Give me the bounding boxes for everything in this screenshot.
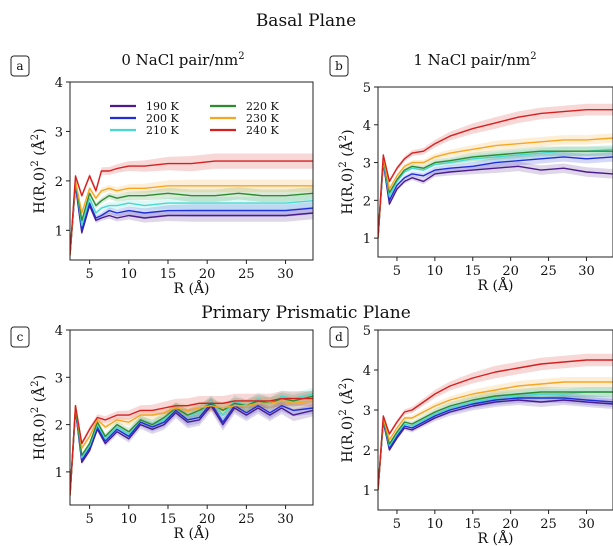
panel-d-ytick-label-4: 4	[363, 364, 371, 379]
panel-d-ytick-label-5: 5	[363, 324, 371, 339]
panel-c-ytick-label-2: 2	[55, 419, 63, 434]
legend-label-210-k: 210 K	[146, 124, 179, 137]
panel-b-xtick-label-30: 30	[578, 264, 595, 279]
panel-b-xlabel: R (Å)	[477, 276, 513, 294]
panel-b-xtick-label-10: 10	[427, 264, 444, 279]
panel-b-ylabel: H(R,0)2 (Å2)	[338, 129, 356, 214]
panel-b-ylabel-part: (Å	[338, 140, 356, 161]
panel-a-ytick-label-4: 4	[55, 76, 63, 91]
panel-a-xtick-label-15: 15	[160, 267, 177, 282]
panel-a-ylabel-part: H(R,0)	[32, 167, 48, 214]
panel-d-ytick-label-3: 3	[363, 404, 371, 419]
panel-c-ylabel: H(R,0)2 (Å2)	[30, 375, 48, 460]
panel-d-ytick-label-1: 1	[363, 484, 371, 499]
panel-b-xtick-label-5: 5	[393, 264, 401, 279]
panel-c: c 5 10 15 20 25 30 1 2 3 4 R (Å) H(R,0)2 (Å2)	[11, 324, 313, 542]
panel-b-ytick-label-4: 4	[363, 119, 371, 134]
panel-a-ytick-label-1: 1	[55, 224, 63, 239]
panel-d-xtick-label-5: 5	[393, 517, 401, 532]
panel-b-xtick-label-20: 20	[502, 264, 519, 279]
panel-a-plot-area	[70, 154, 313, 258]
panel-d-xtick-label-15: 15	[464, 517, 481, 532]
panel-c-ytick-label-1: 1	[55, 466, 63, 481]
panel-a-xtick-label-5: 5	[85, 267, 93, 282]
panel-b-ylabel-part: H(R,0)	[340, 168, 356, 215]
panel-d-ylabel-part: )	[340, 377, 356, 382]
panel-a-xtick-label-25: 25	[238, 267, 255, 282]
section-title-basal: Basal Plane	[256, 11, 356, 31]
panel-a-ylabel-part: (Å	[30, 139, 48, 160]
panel-d-ylabel: H(R,0)2 (Å2)	[338, 377, 356, 462]
panel-d-xtick-label-25: 25	[540, 517, 557, 532]
panel-b-ytick-label-5: 5	[363, 81, 371, 96]
panel-d-ylabel-part: H(R,0)	[340, 416, 356, 463]
panel-b-title: 1 NaCl pair/nm2	[413, 51, 536, 69]
panel-b-ytick-label-1: 1	[363, 232, 371, 247]
panel-c-ytick-label-3: 3	[55, 371, 63, 386]
panel-d-plot-area	[378, 354, 613, 492]
panel-b-ylabel-part: )	[340, 129, 356, 134]
panel-c-xtick-label-15: 15	[160, 512, 177, 527]
panel-c-ylabel-part: H(R,0)	[32, 413, 48, 460]
panel-c-ylabel-part: )	[32, 375, 48, 380]
panel-a-letter: a	[16, 59, 23, 73]
panel-d-letter: d	[335, 330, 343, 344]
panel-b-ytick-label-2: 2	[363, 194, 371, 209]
panel-d-ytick-label-2: 2	[363, 444, 371, 459]
panel-c-ylabel-part: (Å	[30, 386, 48, 407]
panel-a-xlabel: R (Å)	[173, 279, 209, 297]
panel-a: 0 NaCl pair/nm2 a 5 10 15 20 25 30 1 2 3 4 R (Å) H(R…	[11, 51, 313, 297]
panel-b-ytick-label-3: 3	[363, 157, 371, 172]
panel-d-xlabel: R (Å)	[477, 529, 513, 546]
panel-c-plot-area	[70, 388, 313, 498]
panel-d-xtick-label-10: 10	[427, 517, 444, 532]
panel-a-ylabel: H(R,0)2 (Å2)	[30, 128, 48, 213]
panel-b: 1 NaCl pair/nm2 b 5 10 15 20 25 30 1 2 3 4 5 R (Å) H(…	[330, 51, 613, 294]
panel-d-series-190-k	[378, 400, 613, 490]
panel-c-xtick-label-20: 20	[199, 512, 216, 527]
panel-a-xtick-label-30: 30	[277, 267, 294, 282]
panel-a-xtick-label-10: 10	[121, 267, 138, 282]
panel-d-xtick-label-20: 20	[502, 517, 519, 532]
panel-c-xtick-label-30: 30	[277, 512, 294, 527]
panel-c-xtick-label-25: 25	[238, 512, 255, 527]
section-title-prismatic: Primary Prismatic Plane	[201, 303, 411, 323]
panel-b-letter: b	[335, 59, 343, 73]
panel-d-ylabel-part: (Å	[338, 388, 356, 409]
panel-b-title-superscript: 2	[530, 51, 536, 62]
panel-d-xtick-label-30: 30	[578, 517, 595, 532]
panel-d: d 5 10 15 20 25 30 1 2 3 4 5 R (Å) H(R,0)2 (Å2)	[330, 324, 613, 546]
panel-a-ytick-label-3: 3	[55, 125, 63, 140]
panel-a-xtick-label-20: 20	[199, 267, 216, 282]
panel-c-xlabel: R (Å)	[173, 524, 209, 542]
panel-a-ylabel-part: )	[32, 128, 48, 133]
panel-a-ytick-label-2: 2	[55, 175, 63, 190]
panel-c-xtick-label-5: 5	[85, 512, 93, 527]
panel-a-title: 0 NaCl pair/nm2	[121, 51, 244, 69]
panel-b-xtick-label-25: 25	[540, 264, 557, 279]
panel-b-xtick-label-15: 15	[464, 264, 481, 279]
panel-a-title-superscript: 2	[238, 51, 244, 62]
panel-b-plot-area	[378, 104, 613, 240]
panel-c-xtick-label-10: 10	[121, 512, 138, 527]
panel-c-ytick-label-4: 4	[55, 324, 63, 339]
legend-label-240-k: 240 K	[246, 124, 279, 137]
panel-c-letter: c	[17, 330, 24, 344]
